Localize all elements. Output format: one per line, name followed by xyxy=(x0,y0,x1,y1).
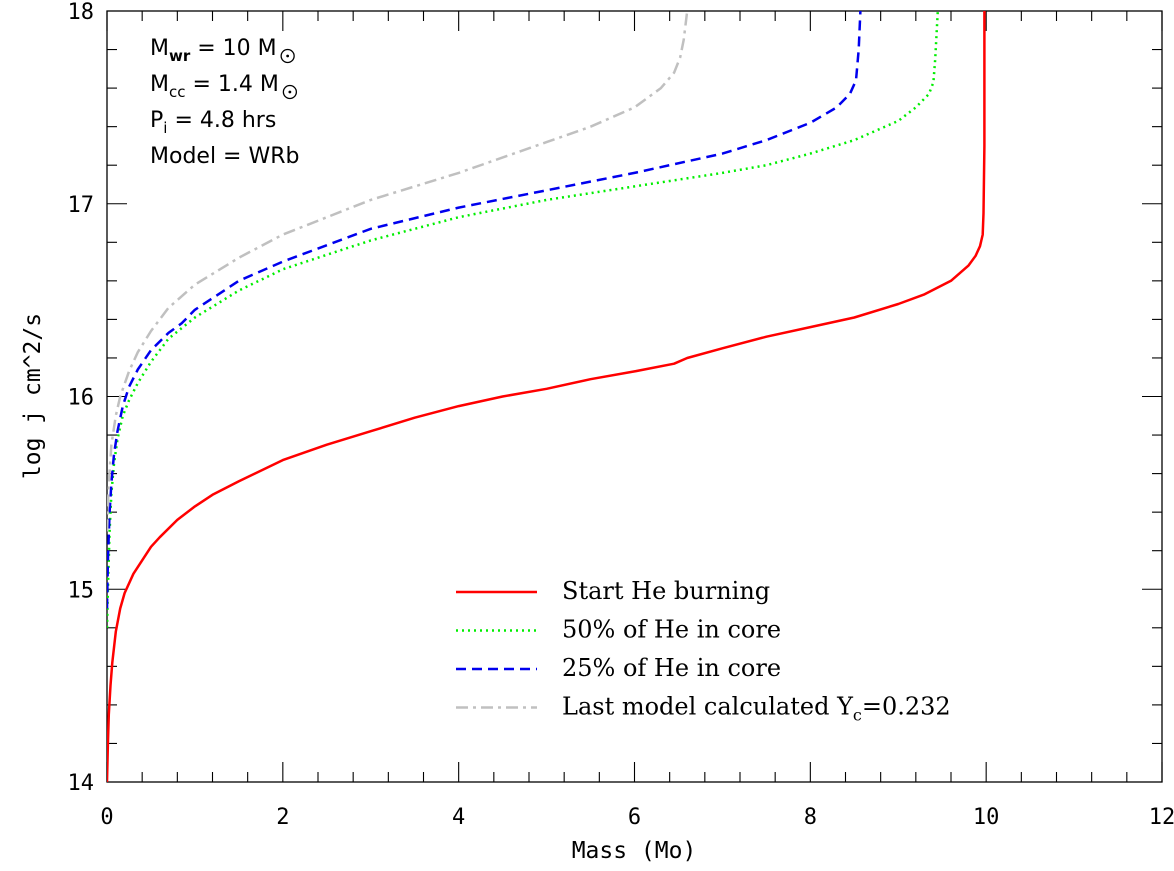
y-tick-label: 18 xyxy=(68,0,95,25)
y-tick-label: 17 xyxy=(68,193,95,218)
annotation-line: Mcc = 1.4 M xyxy=(150,72,279,101)
annotation-line: Mwr = 10 M xyxy=(150,36,277,65)
x-tick-label: 6 xyxy=(628,805,641,830)
legend-label: Last model calculated Yc=0.232 xyxy=(562,693,951,725)
annotation-line: Model = WRb xyxy=(150,144,299,169)
series-line-2 xyxy=(107,11,940,628)
x-axis-title: Mass (Mo) xyxy=(572,838,697,864)
legend-label: Start He burning xyxy=(562,577,770,605)
annotation-block: Mwr = 10 M Mcc = 1.4 M Pi = 4.8 hrs Model =… xyxy=(150,36,299,169)
x-tick-label: 4 xyxy=(452,805,465,830)
series-line-3 xyxy=(107,11,862,609)
x-tick-label: 10 xyxy=(973,805,1000,830)
sun-symbol-icon xyxy=(280,48,295,64)
series-line-4 xyxy=(107,11,689,532)
legend: Start He burning 50% of He in core 25% of … xyxy=(456,577,951,725)
tick-labels: 0 2 4 6 8 10 12 14 15 16 17 18 xyxy=(68,0,1174,830)
x-tick-label: 12 xyxy=(1149,805,1174,830)
legend-label: 25% of He in core xyxy=(562,654,781,682)
y-tick-label: 14 xyxy=(68,771,95,796)
series-lines xyxy=(107,11,986,782)
legend-label: 50% of He in core xyxy=(562,616,781,644)
sun-symbol-icon xyxy=(282,84,298,100)
y-tick-label: 15 xyxy=(68,578,95,603)
x-tick-label: 8 xyxy=(804,805,817,830)
y-tick-label: 16 xyxy=(68,386,95,411)
x-tick-label: 2 xyxy=(276,805,289,830)
axis-ticks xyxy=(106,10,1163,783)
y-axis-title: log j cm^2/s xyxy=(20,313,46,479)
annotation-line: Pi = 4.8 hrs xyxy=(150,108,276,137)
x-tick-label: 0 xyxy=(100,805,113,830)
sun-symbol-dot xyxy=(286,54,290,58)
sun-symbol-dot xyxy=(288,90,292,94)
series-line-1 xyxy=(107,11,986,782)
